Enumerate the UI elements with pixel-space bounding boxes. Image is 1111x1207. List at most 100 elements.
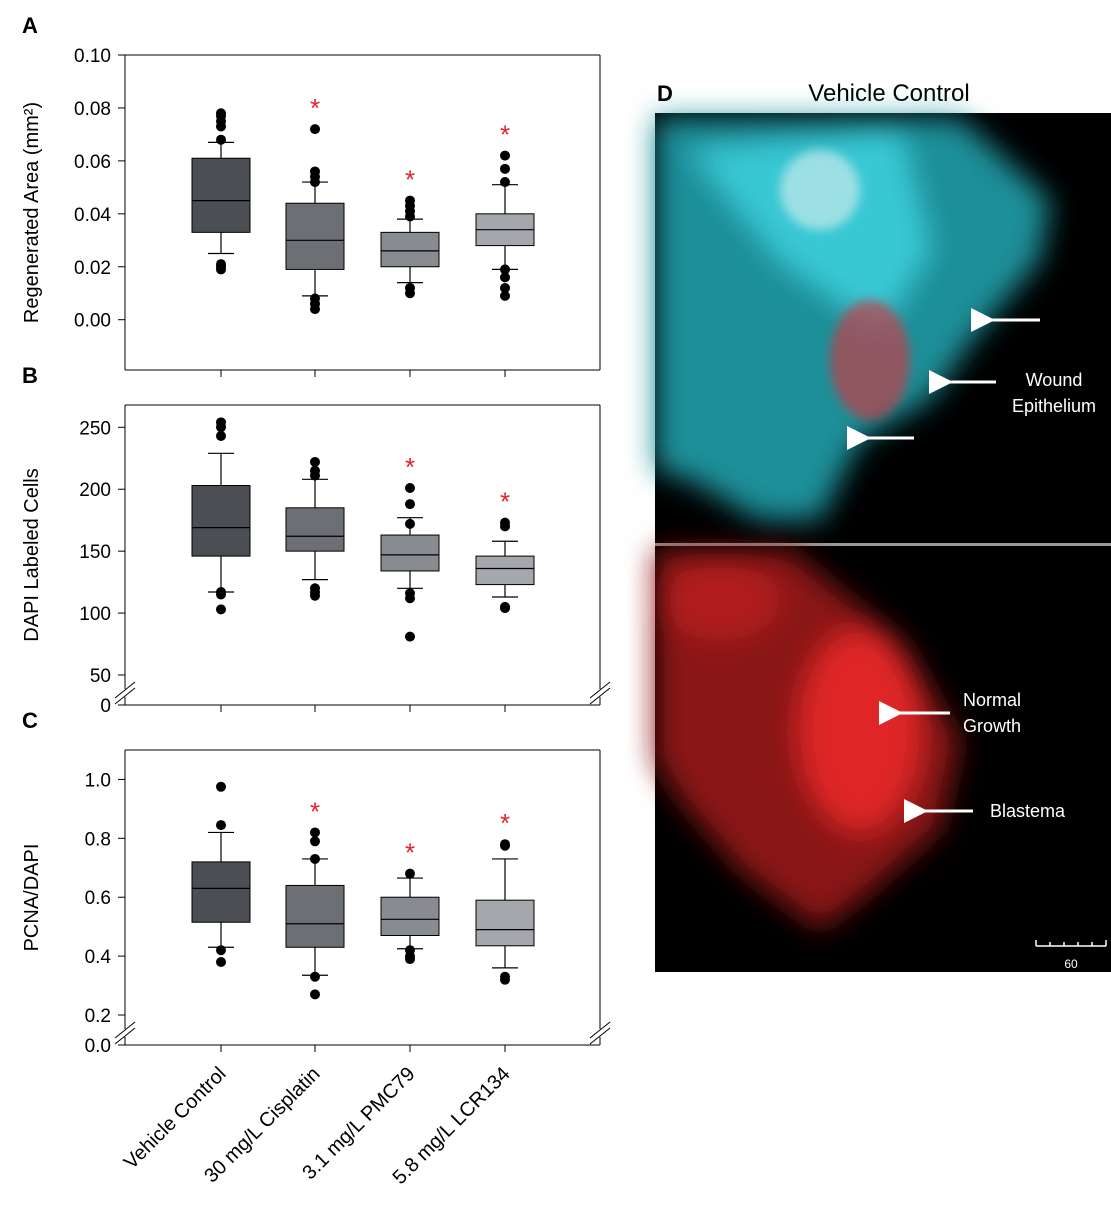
outlier	[216, 945, 226, 956]
outlier	[405, 499, 415, 510]
outlier	[500, 177, 510, 188]
y-tick-label: 150	[79, 542, 111, 563]
y-tick-label: 0.06	[74, 152, 111, 173]
outlier	[310, 470, 320, 481]
box	[380, 896, 440, 937]
outlier	[216, 134, 226, 145]
outlier	[310, 827, 320, 838]
axis-break	[589, 1021, 611, 1039]
y-tick-label: 100	[79, 604, 111, 625]
annotation: Wound	[1026, 370, 1083, 390]
box	[191, 861, 251, 923]
panel-label: C	[22, 708, 38, 733]
outlier	[310, 989, 320, 1000]
outlier	[216, 957, 226, 967]
divider	[655, 543, 1111, 546]
scale-label: 60	[1064, 957, 1078, 971]
box	[475, 555, 535, 586]
axis-break	[114, 687, 136, 705]
axis-break	[114, 681, 136, 699]
box	[191, 157, 251, 233]
box	[285, 202, 345, 270]
outlier	[405, 288, 415, 299]
outlier	[500, 521, 510, 532]
outlier	[310, 853, 320, 864]
significance-marker: *	[500, 120, 510, 150]
axis-break-gap	[117, 1029, 133, 1037]
y-tick-label: 0	[100, 696, 111, 717]
outlier	[405, 518, 415, 529]
outlier	[500, 290, 510, 301]
y-axis-label: DAPI Labeled Cells	[21, 468, 43, 641]
panel-label: B	[22, 363, 38, 388]
y-tick-label: 1.0	[85, 770, 111, 791]
outlier	[500, 150, 510, 161]
box	[380, 231, 440, 268]
box	[285, 507, 345, 552]
outlier	[405, 211, 415, 222]
outlier	[310, 971, 320, 982]
outlier	[405, 868, 415, 879]
significance-marker: *	[500, 487, 510, 517]
axis-break	[589, 681, 611, 699]
significance-marker: *	[500, 808, 510, 838]
outlier	[216, 820, 226, 831]
significance-marker: *	[310, 93, 320, 123]
outlier	[216, 430, 226, 441]
outlier	[310, 456, 320, 467]
y-tick-label: 0.6	[85, 888, 111, 909]
outlier	[500, 282, 510, 293]
y-tick-label: 0.8	[85, 829, 111, 850]
axis-break	[589, 687, 611, 705]
y-tick-label: 0.02	[74, 258, 111, 279]
y-tick-label: 0.2	[85, 1006, 111, 1027]
outlier	[405, 482, 415, 493]
outlier	[310, 124, 320, 135]
outlier	[310, 304, 320, 315]
axis-break	[589, 1027, 611, 1045]
axis-break-gap	[117, 689, 133, 697]
significance-marker: *	[405, 452, 415, 482]
outlier	[500, 603, 510, 614]
outlier	[500, 264, 510, 275]
red-cells	[780, 150, 910, 420]
y-tick-label: 0.4	[85, 947, 112, 968]
outlier	[405, 631, 415, 642]
outlier	[216, 589, 226, 600]
significance-marker: *	[405, 165, 415, 195]
image-title: Vehicle Control	[808, 80, 969, 107]
y-tick-label: 250	[79, 418, 111, 439]
box	[285, 884, 345, 948]
outlier	[405, 954, 415, 965]
y-tick-label: 0.0	[85, 1036, 111, 1057]
outlier	[216, 422, 226, 433]
outlier	[216, 781, 226, 792]
image-panel: D Vehicle Control Wound Epithelium Norma…	[655, 80, 1111, 972]
annotation: Growth	[963, 716, 1021, 736]
outlier	[500, 840, 510, 851]
y-axis-label: Regenerated Area (mm²)	[21, 102, 43, 323]
y-tick-label: 0.10	[74, 46, 111, 67]
significance-marker: *	[405, 838, 415, 868]
axis-break	[114, 1027, 136, 1045]
panel-label: D	[657, 81, 673, 106]
outlier	[216, 604, 226, 615]
outlier	[405, 593, 415, 604]
red-tissue	[655, 550, 960, 930]
box	[475, 899, 535, 947]
y-axis-label: PCNA/DAPI	[21, 844, 43, 952]
box	[380, 534, 440, 572]
y-tick-label: 0.04	[74, 205, 111, 226]
annotation: Blastema	[990, 801, 1066, 821]
outlier	[310, 177, 320, 188]
y-tick-label: 200	[79, 480, 111, 501]
axis-break-gap	[592, 1029, 608, 1037]
outlier	[310, 836, 320, 847]
outlier	[500, 163, 510, 174]
panel-label: A	[22, 13, 38, 38]
y-tick-label: 0.00	[74, 311, 111, 332]
y-tick-label: 50	[90, 666, 111, 687]
outlier	[216, 121, 226, 132]
y-tick-label: 0.08	[74, 99, 111, 120]
